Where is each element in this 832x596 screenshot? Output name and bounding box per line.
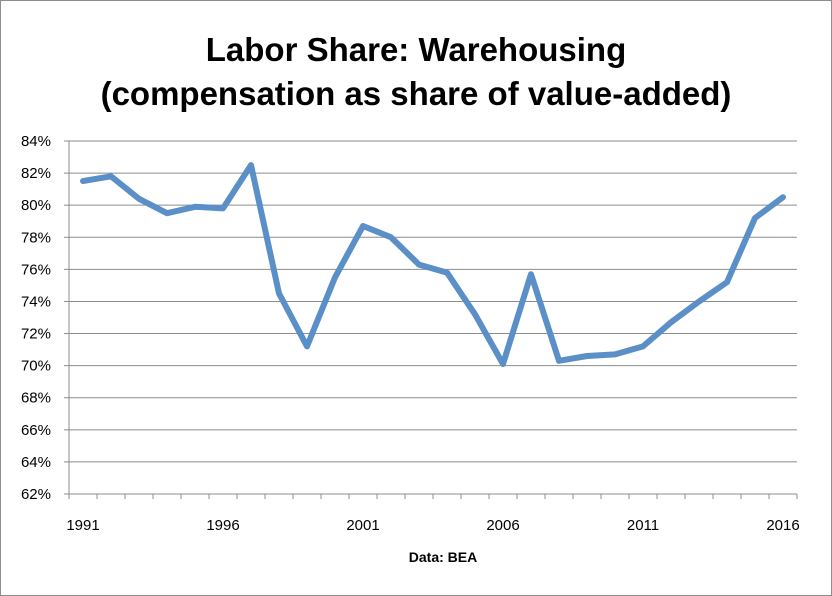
x-axis-title: Data: BEA xyxy=(409,549,477,565)
y-tick-label: 74% xyxy=(21,293,51,310)
gridlines xyxy=(69,140,797,463)
x-tick-label: 2006 xyxy=(486,517,519,534)
x-tick-label: 1996 xyxy=(206,517,239,534)
series-line xyxy=(80,162,786,367)
y-tick-label: 72% xyxy=(21,326,51,343)
x-tick-label: 2016 xyxy=(766,517,799,534)
series-group xyxy=(80,162,786,367)
chart-title-line-1: Labor Share: Warehousing xyxy=(205,31,627,68)
x-tick-labels: 1991 1996 2001 2006 2011 2016 xyxy=(66,517,799,534)
chart-title-line-2: (compensation as share of value-added) xyxy=(100,75,732,112)
axes xyxy=(64,140,798,499)
y-tick-label: 66% xyxy=(21,422,51,439)
y-tick-label: 78% xyxy=(21,229,51,246)
y-tick-label: 80% xyxy=(21,197,51,214)
y-tick-label: 70% xyxy=(21,358,51,375)
x-tick-label: 2001 xyxy=(346,517,379,534)
y-tick-label: 68% xyxy=(21,390,51,407)
x-tick-label: 1991 xyxy=(66,517,99,534)
y-tick-label: 84% xyxy=(21,133,51,150)
y-tick-label: 82% xyxy=(21,165,51,182)
x-tick-label: 2011 xyxy=(627,517,659,534)
y-tick-label: 76% xyxy=(21,261,51,278)
y-tick-label: 62% xyxy=(21,486,51,503)
y-tick-label: 64% xyxy=(21,454,51,471)
y-tick-labels: 62% 64% 66% 68% 70% 72% 74% 76% 78% 80% 82% 84% xyxy=(21,133,51,503)
